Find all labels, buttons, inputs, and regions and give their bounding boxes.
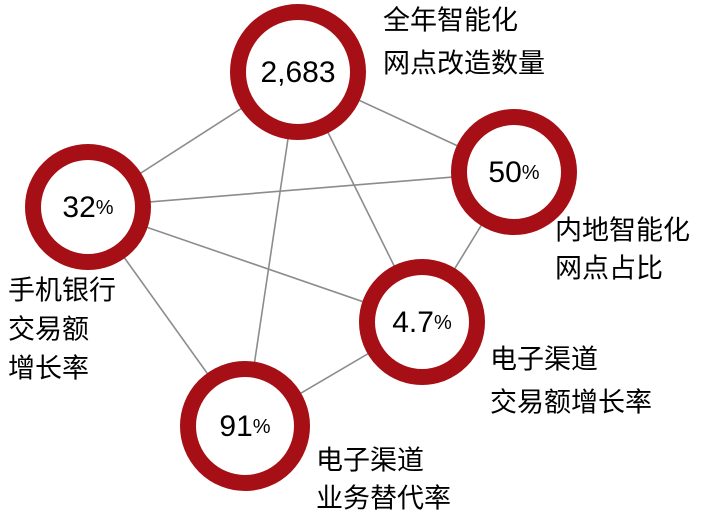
node-label: 业务替代率: [316, 484, 451, 515]
value-number: 2,683: [260, 56, 335, 89]
node-label: 电子渠道: [490, 345, 598, 376]
ring: [25, 144, 151, 270]
node-value: 2,683: [260, 56, 335, 89]
value-number: 32: [62, 191, 95, 224]
node-label: 网点占比: [555, 254, 663, 285]
node-label: 交易额: [8, 315, 89, 346]
node-label: 手机银行: [8, 276, 116, 307]
node-label: 增长率: [8, 354, 89, 385]
node-value: 91%: [219, 410, 270, 443]
value-number: 4.7: [392, 306, 434, 339]
value-unit: %: [522, 162, 540, 184]
node-value: 4.7%: [392, 306, 452, 339]
value-number: 50: [488, 156, 521, 189]
value-unit: %: [96, 197, 114, 219]
ring: [359, 259, 485, 385]
node-label: 网点改造数量: [383, 49, 545, 80]
node-value: 50%: [488, 156, 539, 189]
ring: [451, 109, 577, 235]
node-label: 电子渠道: [316, 446, 424, 477]
connector: [87, 171, 515, 208]
value-unit: %: [253, 416, 271, 438]
node-label: 全年智能化: [383, 6, 518, 37]
node-label: 内地智能化: [555, 216, 690, 247]
node-value: 32%: [62, 191, 113, 224]
value-unit: %: [434, 312, 452, 334]
ring: [180, 361, 310, 491]
ring: [230, 4, 366, 140]
node-label: 交易额增长率: [490, 388, 652, 419]
value-number: 91: [219, 410, 252, 443]
